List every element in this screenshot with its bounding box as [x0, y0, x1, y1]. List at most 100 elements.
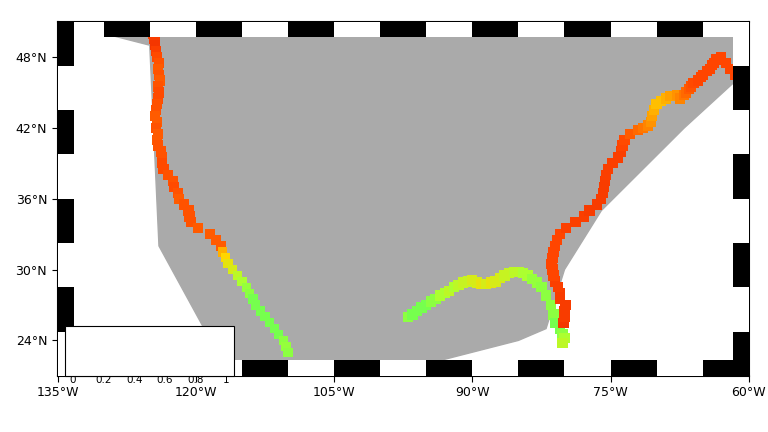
Point: [738, 77, 750, 84]
Point: [632, 127, 644, 133]
Point: [664, 92, 677, 99]
Point: [156, 160, 168, 167]
Bar: [733, 199, 749, 243]
Point: [149, 42, 161, 49]
Point: [557, 331, 569, 338]
Bar: [733, 332, 749, 376]
Point: [157, 166, 170, 173]
Point: [612, 154, 624, 161]
Point: [720, 60, 732, 67]
Point: [415, 304, 428, 311]
Bar: [733, 22, 749, 66]
Bar: [733, 155, 749, 199]
Point: [549, 319, 561, 326]
Bar: [58, 66, 74, 110]
Point: [243, 290, 256, 297]
Point: [637, 124, 649, 131]
Point: [231, 272, 243, 279]
Point: [531, 279, 543, 286]
Point: [508, 268, 520, 275]
Point: [724, 65, 737, 72]
Point: [411, 308, 423, 314]
Bar: [58, 22, 74, 66]
Bar: [472, 360, 518, 376]
Bar: [242, 22, 288, 37]
Point: [420, 302, 432, 308]
Bar: [334, 22, 380, 37]
Bar: [611, 22, 657, 37]
Point: [152, 83, 164, 90]
Point: [425, 298, 437, 305]
Point: [152, 130, 164, 137]
Bar: [58, 199, 74, 243]
Point: [247, 295, 259, 302]
Point: [558, 335, 571, 342]
Point: [154, 148, 167, 155]
Point: [701, 68, 713, 75]
Bar: [288, 360, 334, 376]
Point: [466, 277, 478, 284]
Point: [695, 73, 707, 80]
Point: [540, 292, 552, 299]
Bar: [611, 360, 657, 376]
Bar: [564, 360, 611, 376]
Point: [558, 308, 571, 314]
Point: [554, 231, 566, 238]
Point: [457, 279, 469, 286]
Point: [167, 178, 179, 184]
Bar: [426, 360, 472, 376]
Bar: [334, 360, 380, 376]
Bar: [380, 360, 426, 376]
Bar: [703, 22, 749, 37]
Point: [162, 172, 174, 178]
Point: [617, 142, 629, 149]
Point: [149, 113, 161, 120]
Point: [729, 71, 741, 78]
Point: [462, 278, 474, 285]
Point: [704, 65, 717, 72]
Point: [153, 60, 165, 67]
Point: [546, 266, 558, 273]
Point: [219, 254, 231, 261]
Point: [184, 213, 196, 220]
Point: [240, 284, 253, 291]
Point: [733, 75, 746, 82]
Point: [173, 195, 185, 202]
Point: [512, 268, 525, 275]
Point: [443, 287, 455, 294]
Point: [521, 272, 534, 279]
Point: [598, 184, 611, 191]
Point: [204, 231, 216, 238]
Point: [182, 207, 194, 214]
Point: [706, 62, 718, 69]
Point: [214, 242, 227, 249]
Point: [154, 77, 166, 84]
Point: [250, 302, 262, 308]
Point: [177, 201, 190, 208]
Bar: [58, 332, 74, 376]
Point: [167, 184, 180, 191]
Bar: [58, 287, 74, 332]
Bar: [58, 110, 74, 155]
Point: [558, 319, 570, 326]
Bar: [242, 360, 288, 376]
Point: [268, 325, 280, 332]
Point: [715, 54, 727, 60]
Point: [646, 113, 658, 120]
Bar: [380, 22, 426, 37]
Bar: [58, 243, 74, 287]
Point: [150, 124, 162, 131]
Point: [151, 101, 164, 108]
Bar: [426, 22, 472, 37]
Bar: [196, 360, 242, 376]
Point: [660, 95, 672, 102]
Point: [551, 237, 563, 244]
Point: [697, 71, 709, 78]
Point: [222, 260, 234, 267]
Bar: [733, 287, 749, 332]
Point: [687, 79, 700, 86]
Point: [152, 95, 164, 102]
Point: [236, 278, 248, 285]
Point: [151, 136, 164, 143]
Point: [614, 148, 627, 155]
